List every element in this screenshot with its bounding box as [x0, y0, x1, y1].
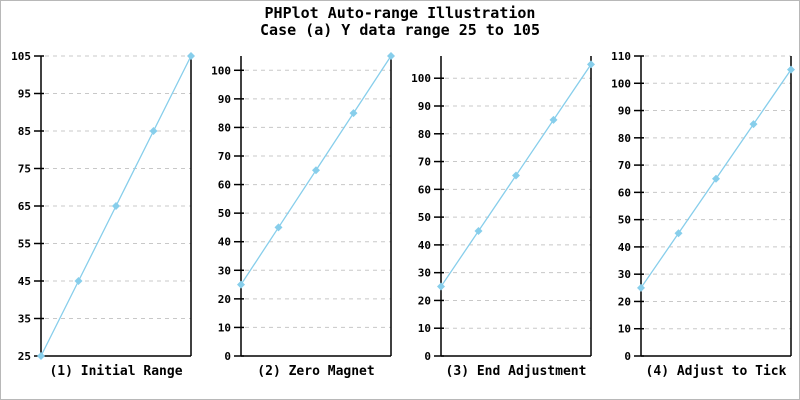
- y-tick-label: 60: [418, 183, 431, 196]
- y-tick-label: 55: [18, 238, 31, 251]
- y-tick-label: 30: [618, 268, 631, 281]
- y-tick-label: 50: [418, 211, 431, 224]
- y-tick-label: 20: [418, 294, 431, 307]
- data-point-marker: [37, 352, 45, 360]
- y-tick-label: 100: [411, 72, 431, 85]
- x-axis-title: (3) End Adjustment: [446, 364, 587, 379]
- y-tick-label: 90: [418, 100, 431, 113]
- y-tick-label: 40: [618, 241, 631, 254]
- data-point-marker: [237, 280, 245, 289]
- y-tick-label: 20: [218, 293, 231, 306]
- y-tick-label: 70: [218, 150, 231, 163]
- x-axis-title: (2) Zero Magnet: [257, 364, 374, 379]
- y-tick-label: 40: [218, 236, 231, 249]
- y-tick-label: 70: [618, 159, 631, 172]
- chart-svg-1: 25 35 45 55 65 75 85 95 105 (1) Initial Range: [11, 50, 195, 379]
- data-point-marker: [749, 120, 758, 129]
- y-tick-label: 75: [18, 163, 31, 176]
- data-point-marker: [674, 229, 683, 238]
- y-tick-label: 0: [424, 350, 431, 363]
- chart-panel-1: 25 35 45 55 65 75 85 95 105 (1) Initial Range: [1, 41, 201, 381]
- data-point-marker: [474, 227, 483, 235]
- chart-svg-4: 0 10 20 30 40 50 60 70 80 90 100 110 (4) Adjust to T…: [611, 50, 795, 379]
- y-tick-label: 0: [224, 350, 231, 363]
- y-tick-label: 20: [618, 295, 631, 308]
- chart-subtitle: Case (a) Y data range 25 to 105: [260, 21, 540, 39]
- y-tick-label: 90: [218, 93, 231, 106]
- y-tick-label: 85: [18, 125, 31, 138]
- y-tick-label: 95: [18, 88, 31, 101]
- y-tick-label: 35: [18, 313, 31, 326]
- chart-panel-4: 0 10 20 30 40 50 60 70 80 90 100 110 (4) Adjust to T…: [601, 41, 799, 381]
- y-tick-label: 80: [218, 121, 231, 134]
- y-tick-label: 60: [218, 179, 231, 192]
- data-point-marker: [712, 174, 720, 183]
- chart-panel-3: 0 10 20 30 40 50 60 70 80 90 100 (3) End Adjustment: [401, 41, 601, 381]
- charts-row: 25 35 45 55 65 75 85 95 105 (1) Initial Range 0 10 2…: [1, 41, 799, 381]
- y-tick-label: 60: [618, 186, 631, 199]
- data-point-marker: [187, 52, 195, 60]
- x-axis-title: (1) Initial Range: [49, 364, 182, 379]
- data-point-marker: [112, 202, 120, 210]
- data-point-marker: [637, 283, 645, 292]
- chart-title-block: PHPlot Auto-range Illustration Case (a) …: [1, 5, 799, 39]
- chart-svg-2: 0 10 20 30 40 50 60 70 80 90 100 (2) Zero Magnet: [211, 52, 395, 379]
- y-tick-label: 105: [11, 50, 31, 63]
- data-point-marker: [787, 65, 795, 74]
- data-point-marker: [149, 127, 158, 135]
- data-point-marker: [549, 115, 558, 124]
- y-tick-label: 10: [218, 321, 231, 334]
- y-tick-label: 0: [624, 350, 631, 363]
- y-tick-label: 30: [218, 264, 231, 277]
- y-tick-label: 10: [618, 323, 631, 336]
- y-tick-label: 100: [611, 77, 631, 90]
- y-tick-label: 45: [18, 275, 31, 288]
- y-tick-label: 80: [418, 128, 431, 141]
- x-axis-title: (4) Adjust to Tick: [646, 364, 787, 379]
- y-tick-label: 110: [611, 50, 631, 63]
- y-tick-label: 40: [418, 239, 431, 252]
- y-tick-label: 100: [211, 64, 231, 77]
- y-tick-label: 25: [18, 350, 31, 363]
- y-tick-label: 30: [418, 267, 431, 280]
- data-point-marker: [512, 171, 520, 180]
- data-point-marker: [312, 166, 320, 175]
- y-tick-label: 50: [618, 214, 631, 227]
- y-tick-label: 65: [18, 200, 31, 213]
- data-point-marker: [437, 282, 445, 291]
- chart-svg-3: 0 10 20 30 40 50 60 70 80 90 100 (3) End Adjustment: [411, 56, 595, 379]
- chart-title: PHPlot Auto-range Illustration: [264, 4, 536, 22]
- y-tick-label: 10: [418, 322, 431, 335]
- data-point-marker: [74, 277, 83, 285]
- chart-panel-2: 0 10 20 30 40 50 60 70 80 90 100 (2) Zero Magnet: [201, 41, 401, 381]
- data-point-marker: [274, 223, 283, 232]
- y-tick-label: 50: [218, 207, 231, 220]
- y-tick-label: 80: [618, 132, 631, 145]
- y-tick-label: 90: [618, 105, 631, 118]
- data-point-marker: [349, 109, 358, 118]
- y-tick-label: 70: [418, 156, 431, 169]
- data-point-marker: [587, 60, 595, 69]
- data-point-marker: [387, 52, 395, 60]
